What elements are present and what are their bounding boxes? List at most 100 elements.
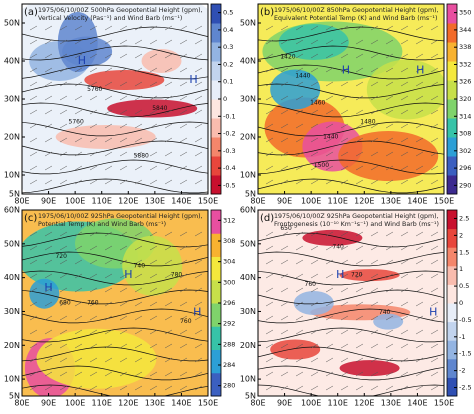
wind-barb <box>400 95 409 101</box>
wind-barb <box>370 245 379 251</box>
x-tick-label: 80E <box>14 399 29 408</box>
wind-barb <box>310 259 319 265</box>
wind-barb <box>134 95 143 101</box>
x-tick-label: 140E <box>407 399 427 408</box>
wind-barb <box>179 259 188 265</box>
wind-barb <box>119 371 128 377</box>
wind-barb <box>385 357 394 363</box>
wind-barb <box>265 357 274 363</box>
wind-barb <box>415 329 424 335</box>
contour <box>22 83 208 99</box>
wind-barb <box>280 179 289 185</box>
y-tick-label: 40N <box>4 273 20 282</box>
contour <box>22 64 208 80</box>
wind-barb <box>295 343 304 349</box>
wind-barb <box>310 329 319 335</box>
wind-barb <box>295 165 304 171</box>
contour <box>258 26 444 42</box>
wind-barb <box>430 25 439 31</box>
wind-barb <box>280 315 289 321</box>
wind-barb <box>385 53 394 59</box>
wind-barb <box>164 53 173 59</box>
wind-barb <box>134 39 143 45</box>
wind-barb <box>385 259 394 265</box>
wind-barb <box>104 151 113 157</box>
wind-barb <box>385 123 394 129</box>
wind-barb <box>310 109 319 115</box>
x-tick-label: 140E <box>171 197 191 206</box>
wind-barb <box>430 357 439 363</box>
wind-barb <box>29 287 38 293</box>
x-tick-label: 110E <box>92 399 112 408</box>
wind-barb <box>119 95 128 101</box>
wind-barb <box>310 137 319 143</box>
wind-barb <box>280 385 289 391</box>
wind-barb <box>89 343 98 349</box>
wind-barb <box>29 357 38 363</box>
colorbar-tick-label: 1.5 <box>459 248 469 256</box>
wind-barb <box>295 385 304 391</box>
wind-barb <box>265 259 274 265</box>
field-blob <box>270 339 321 360</box>
contour-label: 650 <box>280 225 292 232</box>
wind-barb <box>295 67 304 73</box>
map-frame <box>21 209 209 397</box>
wind-barb <box>400 301 409 307</box>
wind-barb <box>340 231 349 237</box>
contour-label: 1480 <box>360 118 375 125</box>
wind-barb <box>119 315 128 321</box>
wind-barb <box>74 385 83 391</box>
wind-barb <box>89 245 98 251</box>
colorbar-segment <box>211 372 221 397</box>
wind-barb <box>164 329 173 335</box>
wind-barb <box>265 273 274 279</box>
y-tick-label: 20N <box>240 133 256 142</box>
x-tick-label: 90E <box>277 197 292 206</box>
wind-barb <box>164 385 173 391</box>
colorbar-tick-label: 0.5 <box>223 9 233 17</box>
wind-barb <box>149 287 158 293</box>
wind-barb <box>295 231 304 237</box>
wind-barb <box>179 385 188 391</box>
wind-barb <box>265 315 274 321</box>
wind-barb <box>194 179 203 185</box>
x-tick-label: 110E <box>328 197 348 206</box>
wind-barb <box>164 123 173 129</box>
wind-barb <box>149 151 158 157</box>
wind-barb <box>134 137 143 143</box>
wind-barb <box>415 67 424 73</box>
wind-barb <box>164 95 173 101</box>
wind-barb <box>325 357 334 363</box>
wind-barb <box>44 273 53 279</box>
wind-barb <box>310 25 319 31</box>
wind-barb <box>164 343 173 349</box>
wind-barb <box>400 25 409 31</box>
y-tick-label: 20N <box>240 341 256 350</box>
wind-barb <box>340 137 349 143</box>
contour <box>22 26 208 42</box>
wind-barb <box>415 287 424 293</box>
wind-barb <box>194 165 203 171</box>
field-blob <box>366 59 444 120</box>
wind-barb <box>355 371 364 377</box>
wind-barb <box>355 315 364 321</box>
wind-barb <box>265 53 274 59</box>
wind-barb <box>74 137 83 143</box>
wind-barb <box>430 137 439 143</box>
wind-barb <box>265 95 274 101</box>
x-tick-label: 130E <box>381 197 401 206</box>
colorbar-tick-label: 290 <box>459 181 471 189</box>
wind-barb <box>74 357 83 363</box>
wind-barb <box>340 259 349 265</box>
wind-barb <box>325 273 334 279</box>
wind-barb <box>104 343 113 349</box>
wind-barb <box>340 273 349 279</box>
colorbar-segment <box>211 156 221 176</box>
wind-barb <box>179 95 188 101</box>
x-tick-label: 110E <box>328 399 348 408</box>
wind-barb <box>119 329 128 335</box>
wind-barb <box>44 165 53 171</box>
wind-barb <box>400 81 409 87</box>
wind-barb <box>149 95 158 101</box>
